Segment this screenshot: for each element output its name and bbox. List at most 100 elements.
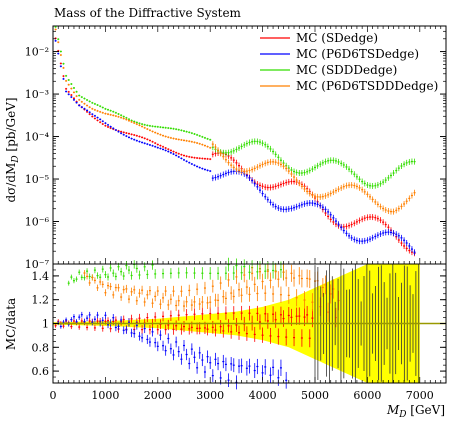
data-point — [122, 131, 125, 133]
data-point — [188, 140, 191, 142]
ratio-point — [251, 272, 254, 274]
data-point — [410, 160, 413, 163]
data-point — [248, 177, 251, 179]
ratio-point — [308, 278, 311, 280]
series-ratio-3 — [83, 263, 340, 328]
ratio-point — [295, 297, 298, 299]
data-point — [287, 170, 290, 172]
data-point — [342, 226, 345, 228]
ratio-point — [167, 304, 170, 306]
ratio-point — [159, 303, 162, 305]
data-point — [403, 203, 406, 205]
data-point — [266, 199, 269, 201]
data-point — [193, 141, 196, 143]
ratio-point — [169, 315, 172, 317]
ratio-point — [290, 316, 293, 318]
ratio-point — [188, 289, 191, 292]
data-point — [274, 161, 277, 163]
data-point — [361, 218, 364, 220]
ratio-point — [334, 316, 337, 319]
data-point — [101, 112, 104, 114]
ratio-point — [253, 283, 256, 285]
data-point — [298, 172, 301, 174]
data-point — [203, 168, 206, 171]
ratio-point — [91, 321, 94, 323]
data-point — [122, 117, 125, 120]
data-point — [329, 218, 332, 220]
data-point — [264, 144, 267, 146]
ratio-point — [277, 335, 280, 338]
data-point — [107, 109, 110, 111]
ratio-point — [162, 315, 165, 317]
data-point — [321, 206, 324, 208]
ratio-point — [329, 293, 332, 295]
data-point — [156, 126, 159, 128]
data-point — [141, 123, 144, 125]
data-point — [104, 125, 107, 127]
data-point — [169, 149, 172, 152]
data-point — [290, 169, 293, 171]
ratio-point — [120, 296, 123, 298]
data-point — [167, 136, 170, 138]
data-point — [156, 133, 159, 135]
data-point — [334, 189, 337, 192]
data-point — [122, 115, 125, 118]
data-point — [196, 142, 199, 144]
data-point — [227, 162, 230, 164]
ratio-point — [240, 272, 243, 274]
data-point — [329, 159, 332, 161]
data-point — [306, 171, 309, 173]
ratio-point — [256, 292, 259, 295]
data-point — [193, 157, 196, 159]
data-point — [138, 140, 141, 143]
data-point — [314, 195, 316, 197]
data-point — [114, 112, 117, 114]
data-point — [308, 169, 311, 172]
ratio-point — [80, 320, 83, 322]
ratio-point — [114, 326, 117, 329]
data-point — [243, 170, 246, 172]
ratio-point — [235, 276, 238, 278]
data-point — [382, 221, 385, 223]
data-point — [198, 157, 201, 159]
data-point — [183, 154, 185, 157]
ratio-point — [70, 318, 73, 321]
data-point — [135, 140, 138, 142]
ratio-point — [232, 295, 235, 298]
data-point — [96, 110, 99, 112]
data-point — [183, 159, 185, 161]
data-point — [93, 103, 96, 105]
data-point — [382, 181, 385, 183]
data-point — [366, 193, 369, 195]
data-point — [219, 175, 222, 177]
ratio-point — [86, 270, 89, 272]
ratio-point — [172, 354, 175, 356]
ratio-point — [256, 271, 259, 273]
data-point — [405, 200, 408, 202]
ratio-point — [214, 329, 217, 331]
data-point — [363, 217, 366, 219]
data-point — [107, 124, 110, 126]
data-point — [363, 182, 366, 185]
ratio-point — [180, 328, 183, 330]
ratio-point — [101, 283, 104, 285]
data-point — [75, 91, 78, 93]
data-point — [397, 167, 400, 169]
ratio-point — [180, 290, 183, 292]
ratio-point — [83, 320, 86, 323]
data-point — [235, 148, 238, 151]
ratio-point — [217, 299, 220, 301]
ratio-point — [125, 288, 128, 290]
data-point — [397, 235, 400, 237]
ratio-point — [285, 336, 288, 338]
data-point — [227, 171, 230, 174]
data-point — [209, 147, 212, 149]
data-point — [369, 196, 372, 198]
ratio-point — [75, 278, 78, 280]
ratio-point — [232, 272, 235, 274]
data-point — [279, 159, 282, 161]
data-point — [306, 190, 309, 193]
data-point — [277, 156, 280, 158]
data-point — [190, 163, 193, 165]
data-point — [269, 161, 272, 163]
